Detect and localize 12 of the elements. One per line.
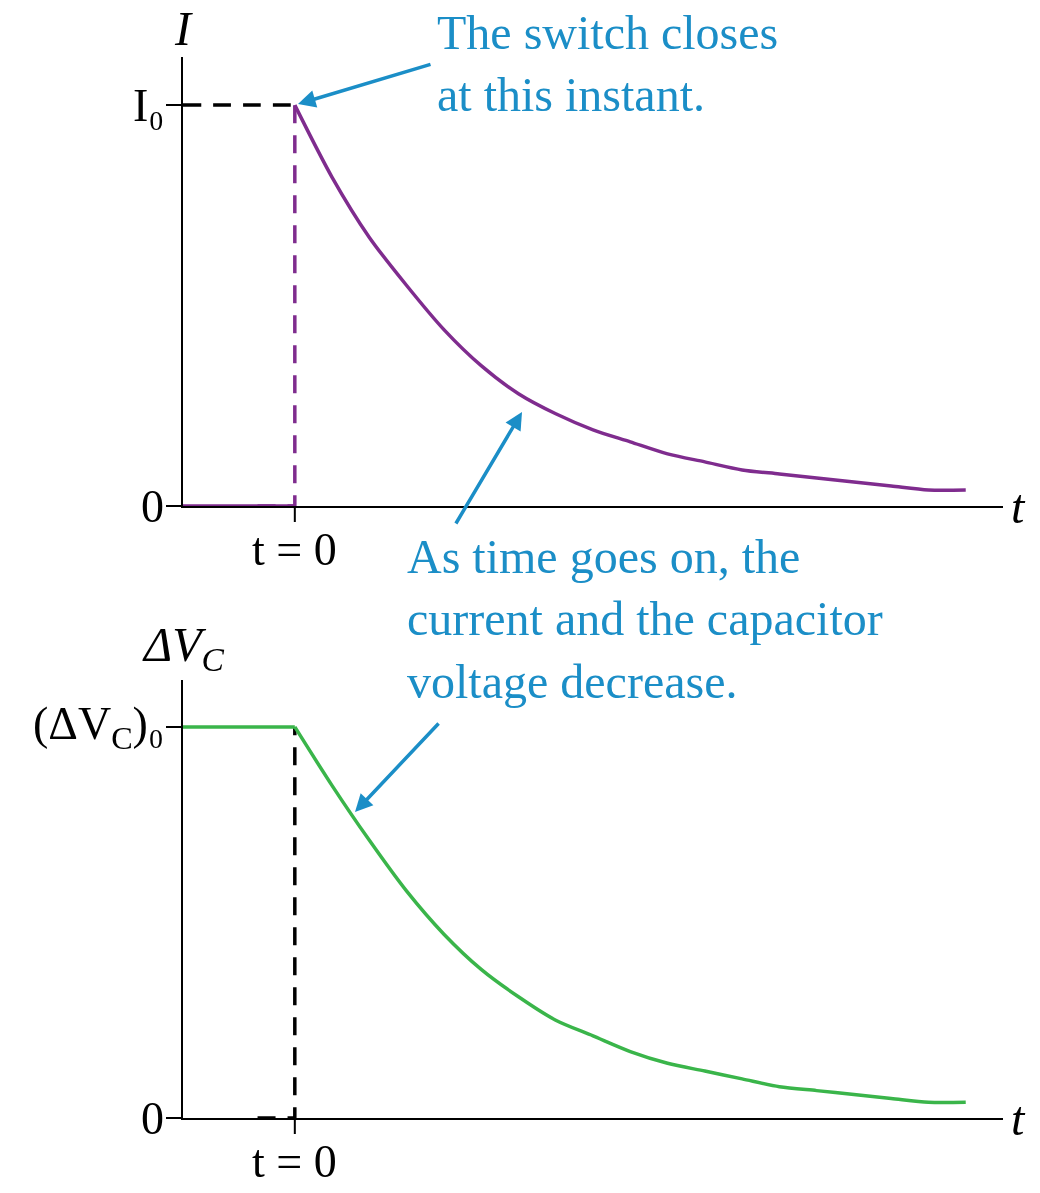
y-axis-title: I [174,2,193,55]
text: 0 [141,1093,164,1144]
x-axis-title: t [1011,1092,1026,1145]
y-axis-title: ΔV$_{C}$ [142,618,225,679]
annotation: The switch closes at this instant. [437,6,779,122]
text: 0 [141,481,164,532]
text: (ΔV$_{C}$)₀ [33,698,164,756]
x-axis-title: t [1011,480,1026,533]
text: t = 0 [252,1136,337,1187]
text: As time goes on, the current and the capacitor voltage decrease. [407,530,883,708]
text: I₀ [133,80,165,131]
text: t = 0 [252,524,337,575]
